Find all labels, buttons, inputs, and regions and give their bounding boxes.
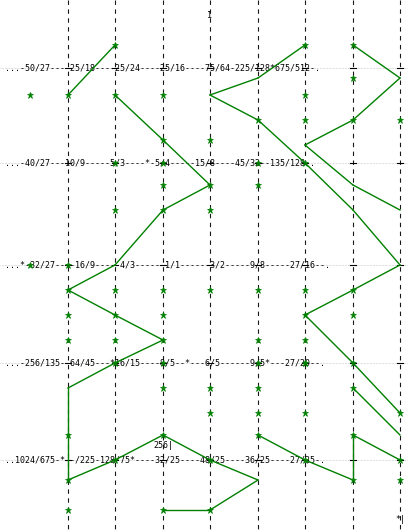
Text: ...-40/27---10/9-----5/3----*-5/4-----15/8----45/32--135/128-.: ...-40/27---10/9-----5/3----*-5/4-----15… (5, 158, 315, 167)
Text: 256|: 256| (153, 440, 173, 449)
Text: ..1024/675-*--/225-128/75*----32/25----48/25----36/25----27/25-.: ..1024/675-*--/225-128/75*----32/25----4… (5, 455, 325, 464)
Text: *|: *| (395, 516, 405, 525)
Text: ...*-32/27----16/9-----4/3------1/1------3/2-----9/8-----27/16--.: ...*-32/27----16/9-----4/3------1/1-----… (5, 261, 330, 269)
Text: 1: 1 (208, 11, 213, 20)
Text: ...-50/27----25/18----25/24----25/16----75/64-225/128*675/512-.: ...-50/27----25/18----25/24----25/16----… (5, 64, 320, 73)
Text: ...-256/135--64/45---*16/15----8/5--*---6/5------9/5*---27/20--.: ...-256/135--64/45---*16/15----8/5--*---… (5, 358, 325, 367)
